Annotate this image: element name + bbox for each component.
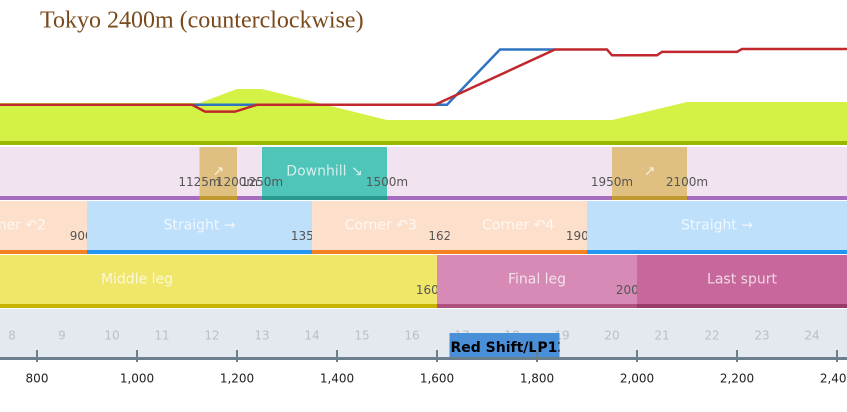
x-tick-label: 2,000 (620, 372, 654, 386)
slopes-background (0, 147, 847, 200)
boundary-label: 1950m (591, 175, 633, 189)
section-number: 8 (8, 329, 16, 343)
phases-segment-line (437, 304, 637, 308)
sections-background (0, 309, 847, 359)
skill-name: Red Shift/LP121 (451, 340, 577, 356)
x-tick-label: 1,000 (120, 372, 154, 386)
corners-segment (87, 201, 312, 250)
slopes-segment-line (199, 196, 237, 200)
x-tick-label: 2,400 (820, 372, 847, 386)
section-number: 16 (404, 329, 419, 343)
corners-segment-line (87, 250, 312, 254)
corners-segment-line (587, 250, 847, 254)
title: Tokyo 2400m (counterclockwise) (40, 8, 364, 34)
phases-segment-line (0, 304, 437, 308)
axis-line (0, 357, 847, 360)
skill (449, 333, 560, 358)
x-tick-label: 1,400 (320, 372, 354, 386)
section-number: 13 (254, 329, 269, 343)
section-number: 9 (58, 329, 66, 343)
slopes-baseline (0, 196, 847, 200)
section-number: 15 (354, 329, 369, 343)
phases-label: Final leg (508, 272, 566, 288)
slopes-segment-line (612, 196, 687, 200)
phases-segment (437, 255, 637, 304)
phases-label: Last spurt (707, 272, 777, 288)
boundary-label: 2100m (666, 175, 708, 189)
boundary-label: 1200m (216, 175, 258, 189)
boundary-label: 1500m (366, 175, 408, 189)
slopes-label: ↗ (644, 164, 656, 180)
corners-segment (449, 201, 587, 250)
slopes-label: Downhill ↘ (286, 164, 362, 180)
corners-label: Corner ↶2 (0, 218, 46, 234)
elevation-baseline (0, 141, 847, 145)
section-number: 22 (704, 329, 719, 343)
slopes-segment (262, 147, 387, 196)
corners-label: Corner ↶4 (482, 218, 554, 234)
phases-label: Middle leg (101, 272, 173, 288)
section-number: 21 (654, 329, 669, 343)
boundary-label: 1125m (178, 175, 220, 189)
section-number: 20 (604, 329, 619, 343)
corners-label: Straight → (163, 218, 235, 234)
x-tick-label: 2,200 (720, 372, 754, 386)
x-tick-label: 1,200 (220, 372, 254, 386)
corners-label: Corner ↶3 (345, 218, 417, 234)
corners-segment-line (312, 250, 450, 254)
slopes-segment (612, 147, 687, 196)
x-tick-label: 1,800 (520, 372, 554, 386)
corners-segment-line (0, 250, 87, 254)
section-number: 11 (154, 329, 169, 343)
corners-segment (312, 201, 450, 250)
x-tick-label: 1,600 (420, 372, 454, 386)
slopes-label: ↗ (212, 164, 224, 180)
slopes-segment (199, 147, 237, 196)
phases-segment-line (637, 304, 847, 308)
speed-line (0, 47, 847, 113)
section-number: 10 (104, 329, 119, 343)
section-number: 14 (304, 329, 319, 343)
section-number: 12 (204, 329, 219, 343)
slopes-segment-line (262, 196, 387, 200)
corners-segment-line (449, 250, 587, 254)
phases-segment (0, 255, 437, 304)
section-number: 23 (754, 329, 769, 343)
x-tick-label: 800 (26, 372, 49, 386)
corners-segment (0, 201, 87, 250)
phases-segment (637, 255, 847, 304)
corners-segment (587, 201, 847, 250)
corners-label: Straight → (681, 218, 753, 234)
elevation (0, 89, 847, 143)
boundary-label: 1250m (241, 175, 283, 189)
section-number: 24 (804, 329, 819, 343)
